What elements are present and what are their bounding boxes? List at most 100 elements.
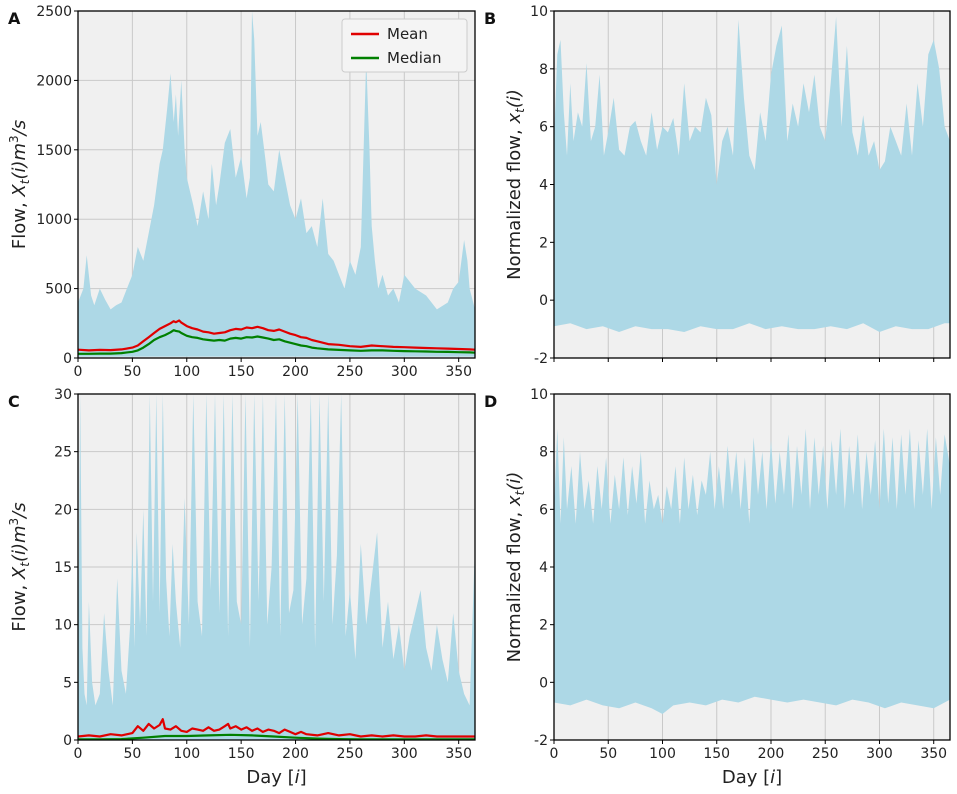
panel-letter: A: [8, 9, 21, 28]
ylabel-var: x: [504, 495, 525, 507]
x-tick-label: 200: [282, 746, 309, 762]
x-tick-label: 150: [703, 746, 730, 762]
x-tick-label: 50: [123, 746, 141, 762]
xlabel-text: ]: [775, 767, 782, 788]
ylabel-arg: (i): [9, 543, 30, 562]
legend-label-mean: Mean: [387, 25, 428, 43]
x-axis-label: Day [i]: [722, 767, 782, 788]
range-band: [554, 16, 950, 333]
ylabel-superscript: 3: [7, 518, 21, 526]
x-tick-label: 300: [391, 364, 418, 380]
x-tick-label: 250: [337, 746, 364, 762]
plot-frame: [77, 10, 476, 359]
range-band: [554, 428, 950, 714]
series-line-mean: [78, 718, 475, 738]
ylabel-tail: /s: [9, 502, 30, 519]
range-band: [78, 394, 475, 740]
x-tick-label: 100: [173, 746, 200, 762]
x-tick-label: 50: [123, 364, 141, 380]
ylabel-arg: (i): [504, 89, 525, 108]
xlabel-text: Day [: [246, 767, 294, 788]
y-axis-label: Normalized flow, xt(i): [504, 89, 527, 280]
ylabel-unit: m: [9, 143, 30, 161]
range-band: [78, 11, 475, 357]
ylabel-tail: /s: [9, 120, 30, 137]
ylabel-arg: (i): [504, 472, 525, 491]
y-tick-label: 0: [539, 293, 548, 309]
y-tick-label: 30: [54, 387, 72, 403]
plot-content: [554, 16, 950, 333]
x-tick-label: 200: [758, 746, 785, 762]
y-tick-label: 0: [63, 733, 72, 749]
x-tick-label: 350: [920, 746, 947, 762]
y-axis-label: Normalized flow, xt(i): [504, 472, 527, 663]
ylabel-var: X: [9, 184, 30, 198]
x-tick-label: 300: [866, 746, 893, 762]
ylabel-subscript: t: [18, 178, 32, 184]
ylabel-var: X: [9, 566, 30, 580]
ylabel-text: Flow,: [9, 579, 30, 632]
y-tick-label: 2000: [36, 73, 72, 89]
x-tick-label: 350: [445, 746, 472, 762]
y-tick-label: -2: [534, 351, 548, 367]
xlabel-text: Day [: [722, 767, 770, 788]
y-tick-label: 2: [539, 618, 548, 634]
xlabel-text: ]: [300, 767, 307, 788]
y-tick-label: 25: [54, 445, 72, 461]
y-tick-label: 0: [539, 675, 548, 691]
y-tick-label: 8: [539, 62, 548, 78]
x-tick-label: 150: [228, 364, 255, 380]
x-tick-label: 150: [228, 746, 255, 762]
panel-letter: C: [8, 392, 20, 411]
y-tick-label: 10: [530, 387, 548, 403]
y-tick-label: 1000: [36, 212, 72, 228]
y-tick-label: 2: [539, 235, 548, 251]
ylabel-subscript: t: [513, 107, 527, 113]
ylabel-text: Normalized flow,: [504, 124, 525, 280]
y-tick-label: 4: [539, 560, 548, 576]
y-tick-label: 6: [539, 120, 548, 136]
series-line-mean: [78, 319, 475, 352]
y-tick-label: 5: [63, 675, 72, 691]
y-tick-label: 1500: [36, 143, 72, 159]
x-tick-label: 200: [282, 364, 309, 380]
plot-content: [554, 428, 950, 714]
x-tick-label: 50: [599, 746, 617, 762]
xlabel-var: i: [295, 767, 300, 788]
ylabel-subscript: t: [513, 489, 527, 495]
ylabel-arg: (i): [9, 160, 30, 179]
panel-letter: D: [484, 392, 497, 411]
xlabel-var: i: [770, 767, 775, 788]
x-tick-label: 0: [74, 364, 83, 380]
y-tick-label: 10: [54, 618, 72, 634]
x-axis-label: Day [i]: [246, 767, 306, 788]
ylabel-subscript: t: [18, 561, 32, 567]
ylabel-var: x: [504, 113, 525, 125]
y-axis-label: Flow, Xt(i)m3/s: [7, 502, 32, 631]
y-tick-label: 4: [539, 178, 548, 194]
legend: Mean Median: [341, 18, 468, 73]
y-tick-label: 8: [539, 445, 548, 461]
panel-letter: B: [484, 9, 496, 28]
y-axis-label: Flow, Xt(i)m3/s: [7, 120, 32, 249]
series-line-median: [78, 329, 475, 355]
y-tick-label: 15: [54, 560, 72, 576]
x-tick-label: 350: [445, 364, 472, 380]
y-tick-label: 500: [45, 282, 72, 298]
x-tick-label: 300: [391, 746, 418, 762]
y-tick-label: -2: [534, 733, 548, 749]
y-tick-label: 0: [63, 351, 72, 367]
ylabel-superscript: 3: [7, 135, 21, 143]
legend-label-median: Median: [387, 49, 442, 67]
x-tick-label: 100: [173, 364, 200, 380]
ylabel-unit: m: [9, 525, 30, 543]
panel-a: 0 500 1000 1500 2000 2500 0 50 100 150 200 250 300 35…: [7, 4, 476, 380]
y-tick-label: 10: [530, 4, 548, 20]
x-tick-label: 0: [550, 746, 559, 762]
x-tick-label: 100: [649, 746, 676, 762]
x-tick-label: 250: [337, 364, 364, 380]
ylabel-text: Normalized flow,: [504, 506, 525, 662]
y-tick-label: 2500: [36, 4, 72, 20]
